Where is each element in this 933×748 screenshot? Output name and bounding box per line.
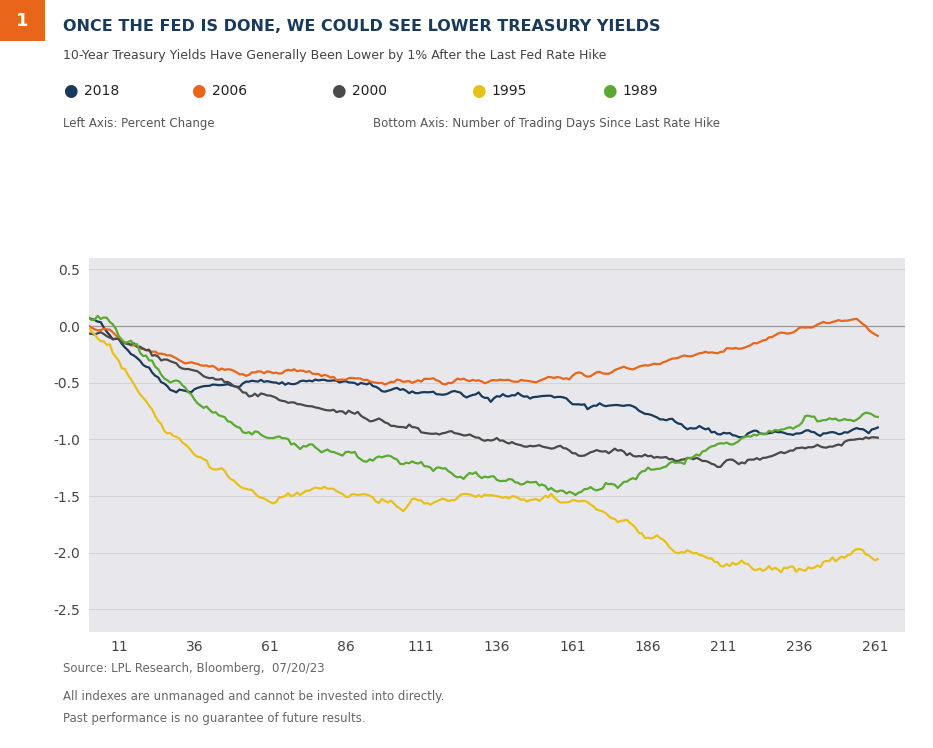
- Text: 1: 1: [16, 11, 29, 30]
- Text: All indexes are unmanaged and cannot be invested into directly.: All indexes are unmanaged and cannot be …: [63, 690, 445, 702]
- Text: Past performance is no guarantee of future results.: Past performance is no guarantee of futu…: [63, 712, 366, 725]
- Text: ●: ●: [63, 82, 78, 100]
- Text: Source: LPL Research, Bloomberg,  07/20/23: Source: LPL Research, Bloomberg, 07/20/2…: [63, 662, 325, 675]
- Text: Bottom Axis: Number of Trading Days Since Last Rate Hike: Bottom Axis: Number of Trading Days Sinc…: [373, 117, 720, 130]
- Text: 2000: 2000: [352, 85, 387, 98]
- Text: 1989: 1989: [622, 85, 658, 98]
- Text: ●: ●: [331, 82, 346, 100]
- Text: Left Axis: Percent Change: Left Axis: Percent Change: [63, 117, 216, 130]
- Text: 2006: 2006: [212, 85, 247, 98]
- Text: 1995: 1995: [492, 85, 527, 98]
- Text: ●: ●: [471, 82, 486, 100]
- Text: ●: ●: [602, 82, 617, 100]
- Text: 10-Year Treasury Yields Have Generally Been Lower by 1% After the Last Fed Rate : 10-Year Treasury Yields Have Generally B…: [63, 49, 606, 61]
- Text: 2018: 2018: [84, 85, 119, 98]
- Text: ONCE THE FED IS DONE, WE COULD SEE LOWER TREASURY YIELDS: ONCE THE FED IS DONE, WE COULD SEE LOWER…: [63, 19, 661, 34]
- Text: ●: ●: [191, 82, 206, 100]
